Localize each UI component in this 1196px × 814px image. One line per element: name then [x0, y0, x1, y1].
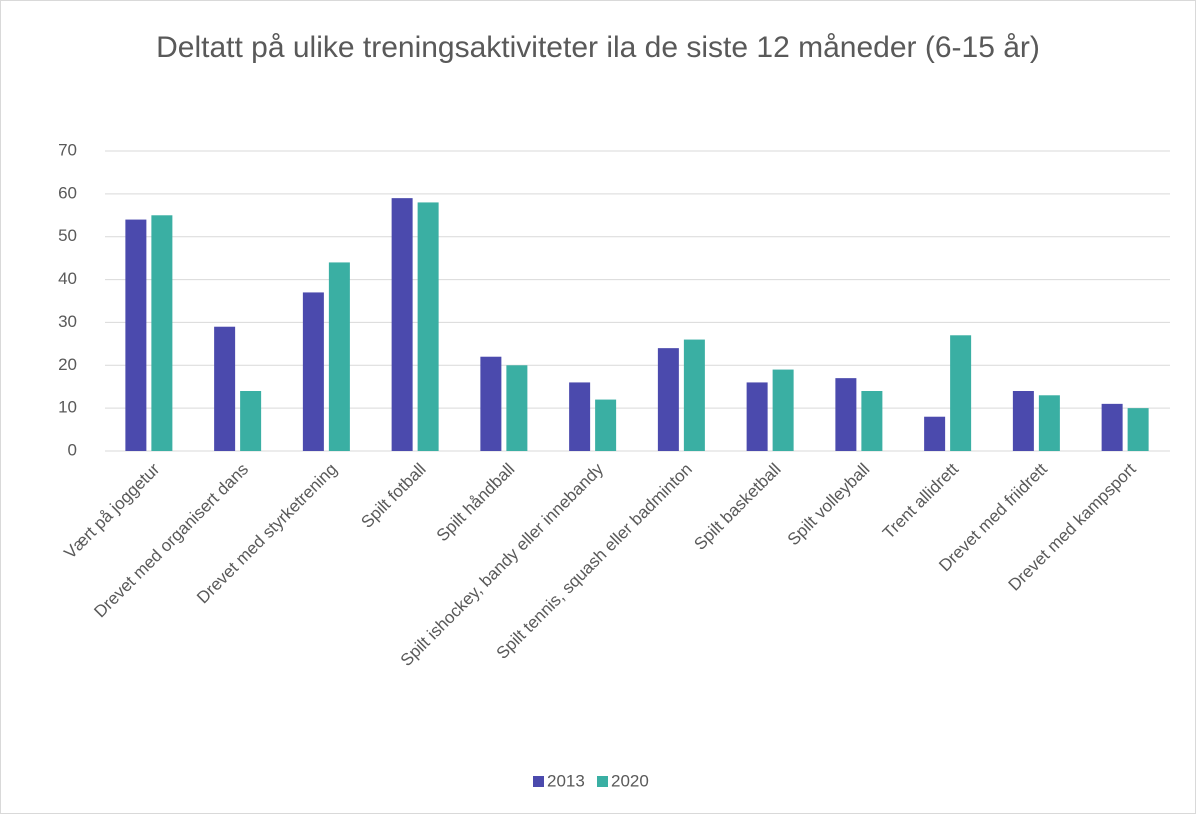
bar [480, 356, 502, 451]
bar [772, 369, 794, 451]
bar [151, 215, 173, 451]
bar [595, 399, 617, 451]
bar [391, 198, 413, 451]
bar [657, 348, 679, 451]
bar [302, 292, 324, 451]
bar [506, 365, 528, 451]
y-tick-label: 40 [58, 269, 77, 288]
legend-swatch [597, 776, 608, 787]
bar [1012, 391, 1034, 451]
y-tick-label: 30 [58, 312, 77, 331]
y-tick-label: 50 [58, 226, 77, 245]
bar [1127, 408, 1149, 451]
y-tick-label: 60 [58, 183, 77, 202]
y-tick-label: 70 [58, 140, 77, 159]
bar [861, 391, 883, 451]
y-tick-label: 0 [68, 440, 77, 459]
bar [950, 335, 972, 451]
legend-label: 2020 [611, 771, 649, 790]
bar [1101, 403, 1123, 451]
bar [569, 382, 591, 451]
bar [1038, 395, 1060, 451]
bar [328, 262, 350, 451]
chart-title: Deltatt på ulike treningsaktiviteter ila… [156, 31, 1040, 64]
bar [924, 416, 946, 451]
bar [125, 219, 147, 451]
y-tick-label: 10 [58, 398, 77, 417]
legend-swatch [533, 776, 544, 787]
bar [417, 202, 439, 451]
bar [683, 339, 705, 451]
bar [746, 382, 768, 451]
y-tick-label: 20 [58, 355, 77, 374]
bar [835, 378, 857, 451]
bar [214, 326, 236, 451]
legend-label: 2013 [547, 771, 585, 790]
bar [240, 391, 262, 451]
